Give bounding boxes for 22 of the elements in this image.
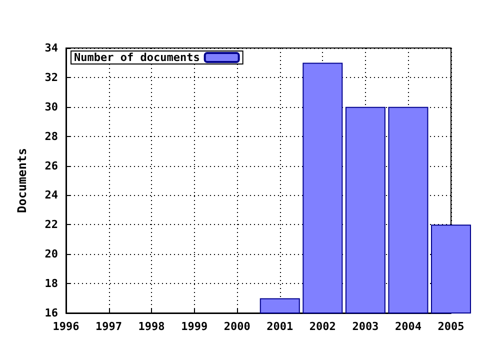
y-tick-label: 26 (44, 159, 58, 172)
y-tick-label: 30 (44, 100, 58, 114)
y-tick-label: 28 (44, 130, 58, 143)
x-tick-label: 2003 (352, 320, 379, 333)
y-tick-label: 18 (44, 277, 58, 290)
y-tick-label: 34 (44, 42, 58, 54)
y-tick-label: 20 (44, 248, 58, 261)
x-tick-label: 2005 (438, 320, 464, 333)
x-tick-label: 2002 (309, 320, 336, 333)
y-tick-label: 16 (44, 306, 58, 320)
x-tick-label: 1996 (52, 320, 80, 333)
x-tick-label: 1998 (138, 320, 165, 333)
x-tick-label: 2004 (394, 320, 422, 333)
y-tick-label: 24 (44, 188, 58, 202)
legend-label: Number of documents (74, 51, 200, 64)
x-tick-label: 2000 (224, 320, 250, 333)
y-tick-label: 22 (44, 218, 58, 232)
x-tick-label: 1999 (181, 320, 208, 333)
y-tick-label: 32 (44, 70, 58, 84)
y-axis-title: Documents (15, 148, 29, 214)
x-tick-label: 1997 (96, 320, 122, 333)
x-tick-label: 2001 (266, 320, 294, 333)
